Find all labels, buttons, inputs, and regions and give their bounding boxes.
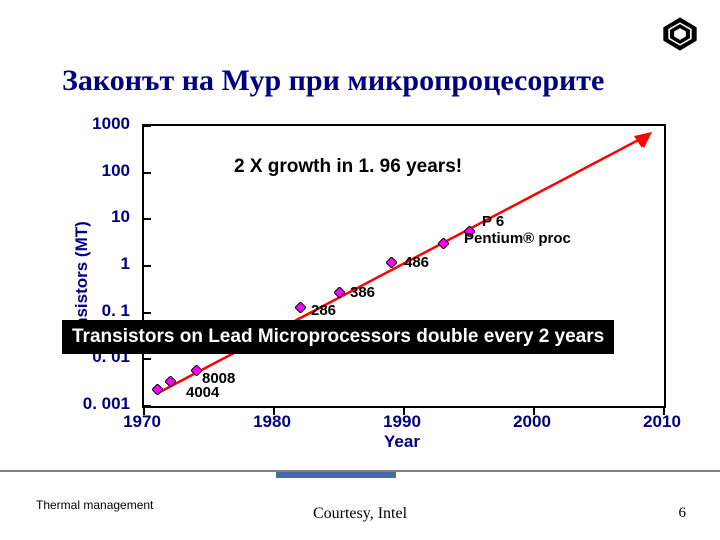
y-tick-label: 10	[111, 207, 130, 227]
plot-area: 2 X growth in 1. 96 years! P 6 Pentium® …	[142, 124, 666, 408]
x-axis-title: Year	[384, 432, 420, 452]
annotation-p6: P 6	[482, 213, 504, 230]
y-tick-label: 100	[102, 161, 130, 181]
annotation-4004: 4004	[186, 384, 219, 401]
footer-left: Thermal management	[36, 498, 153, 512]
growth-callout: 2 X growth in 1. 96 years!	[234, 156, 462, 178]
y-tick-label: 0. 1	[102, 301, 130, 321]
annotation-486: 486	[404, 254, 429, 271]
annotation-pentium: Pentium® proc	[464, 230, 571, 247]
footer-mid: Courtesy, Intel	[313, 505, 407, 523]
logo-icon	[660, 14, 700, 59]
data-marker	[295, 302, 305, 312]
y-tick-label: 1	[121, 254, 130, 274]
annotation-286: 286	[311, 302, 336, 319]
data-marker	[386, 257, 396, 267]
slide-root: Законът на Мур при микропроцесорите rans…	[0, 0, 720, 540]
x-tick-label: 2000	[513, 412, 551, 432]
y-tick-label: 0. 001	[83, 394, 130, 414]
x-tick-label: 2010	[643, 412, 681, 432]
data-marker	[334, 287, 344, 297]
chart-region: ransistors (MT) 1000 100 10 1 0. 1 0. 01…	[60, 112, 670, 432]
x-tick-label: 1990	[383, 412, 421, 432]
slide-title: Законът на Мур при микропроцесорите	[62, 64, 604, 98]
chart-banner: Transistors on Lead Microprocessors doub…	[62, 320, 614, 354]
y-tick-label: 1000	[92, 114, 130, 134]
x-tick-label: 1970	[123, 412, 161, 432]
x-tick-label: 1980	[253, 412, 291, 432]
data-marker	[438, 238, 448, 248]
data-marker	[191, 365, 201, 375]
accent-bar	[276, 472, 396, 478]
annotation-386: 386	[350, 284, 375, 301]
data-marker	[152, 384, 162, 394]
data-marker	[165, 376, 175, 386]
footer-page: 6	[679, 505, 687, 522]
